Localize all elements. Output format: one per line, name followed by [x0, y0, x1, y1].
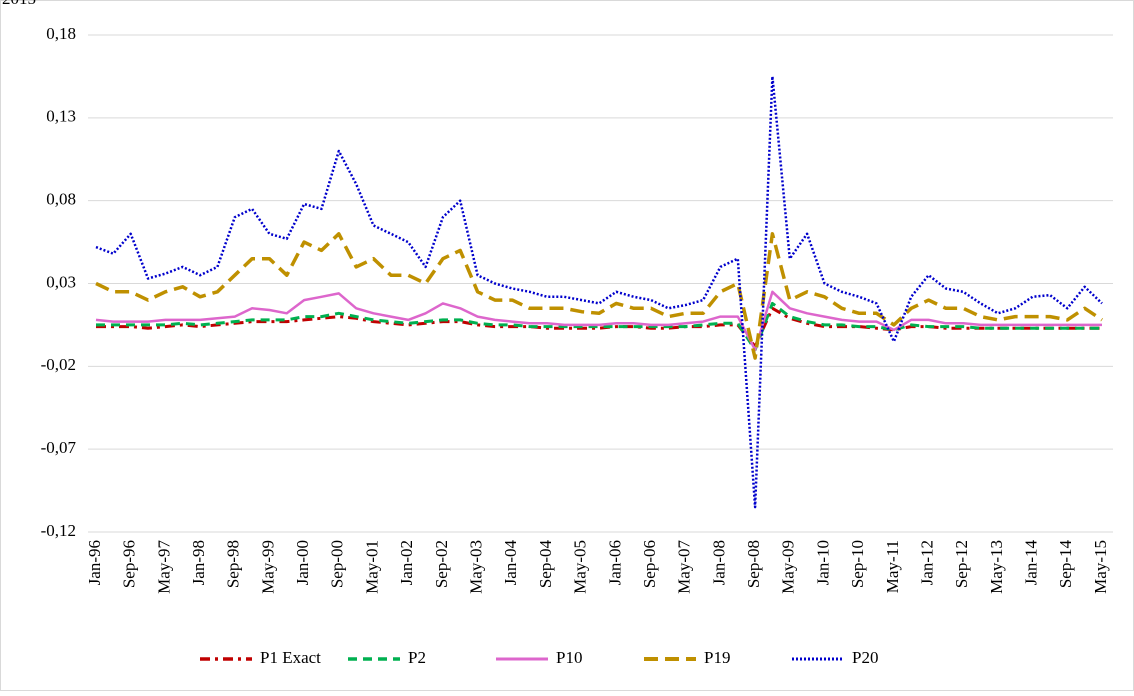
x-tick-label: Sep-96	[120, 540, 139, 588]
x-tick-label: Sep-12	[952, 540, 971, 588]
x-tick-label: May-97	[154, 540, 173, 594]
legend-label: P1 Exact	[260, 648, 321, 667]
x-tick-label: Sep-98	[224, 540, 243, 588]
y-tick-label: -0,12	[41, 521, 76, 540]
y-tick-label: 0,18	[46, 24, 76, 43]
x-tick-label: Jan-00	[293, 540, 312, 585]
y-tick-label: 0,13	[46, 107, 76, 126]
x-tick-label: Jan-98	[189, 540, 208, 585]
series-line	[95, 232, 1103, 360]
x-tick-label: Jan-04	[501, 540, 520, 586]
x-tick-label: May-03	[466, 540, 485, 594]
x-tick-label: May-99	[258, 540, 277, 594]
y-tick-label: 0,08	[46, 190, 76, 209]
x-tick-label: Sep-00	[328, 540, 347, 588]
x-tick-label: May-05	[571, 540, 590, 594]
x-tick-label: Jan-06	[605, 540, 624, 585]
x-tick-label: Sep-02	[432, 540, 451, 588]
x-tick-label: May-11	[883, 540, 902, 593]
legend-label: P19	[704, 648, 730, 667]
x-tick-label: Jan-14	[1022, 540, 1041, 586]
legend-label: P10	[556, 648, 582, 667]
x-tick-label: Sep-14	[1056, 540, 1075, 589]
x-tick-label: Sep-10	[848, 540, 867, 588]
series-line	[96, 301, 1102, 352]
y-tick-label: -0,02	[41, 355, 76, 374]
y-tick-label: 0,03	[46, 272, 76, 291]
x-tick-label: May-07	[675, 540, 694, 594]
x-tick-label: May-01	[362, 540, 381, 594]
x-tick-label: Sep-08	[744, 540, 763, 588]
legend-label: P20	[852, 648, 878, 667]
x-tick-label: Sep-04	[536, 540, 555, 589]
x-tick-label: Jan-12	[917, 540, 936, 585]
x-tick-label: Jan-02	[397, 540, 416, 585]
x-tick-label: Jan-96	[85, 540, 104, 585]
x-tick-label: May-15	[1091, 540, 1110, 594]
x-tick-label: May-13	[987, 540, 1006, 594]
x-tick-label: Jan-10	[813, 540, 832, 585]
x-tick-label: May-09	[779, 540, 798, 594]
series-line	[95, 75, 1103, 509]
series-line	[96, 306, 1102, 348]
x-tick-label: Sep-06	[640, 540, 659, 588]
y-tick-label: -0,07	[41, 438, 77, 457]
series-line	[95, 290, 1102, 352]
chart-title: 2015	[2, 0, 36, 8]
x-tick-label: Jan-08	[709, 540, 728, 585]
legend-label: P2	[408, 648, 426, 667]
